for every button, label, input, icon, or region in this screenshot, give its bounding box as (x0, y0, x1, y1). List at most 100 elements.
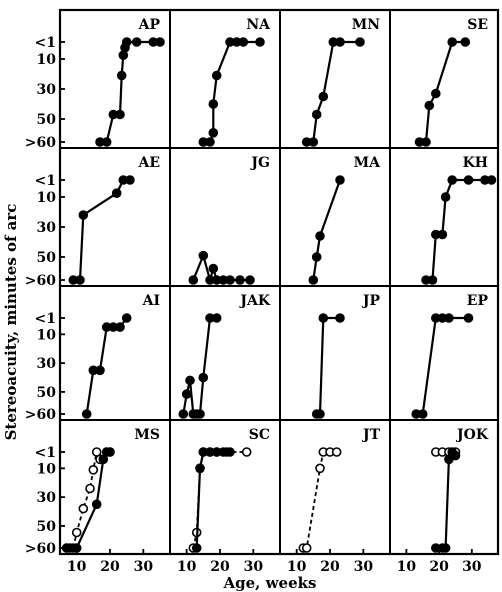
open-data-point (241, 447, 252, 457)
filled-data-point (121, 37, 132, 47)
filled-data-point (75, 275, 85, 285)
filled-data-point (447, 175, 458, 185)
x-tick-label: 30 (462, 559, 482, 575)
panel-mn: MN (301, 17, 380, 147)
filled-data-point (335, 175, 345, 185)
panel-label: JP (361, 293, 381, 309)
y-tick-label: >60 (25, 273, 56, 289)
filled-data-point (101, 137, 112, 147)
x-tick-label: 10 (177, 559, 197, 575)
panel-label: KH (463, 155, 488, 171)
y-tick-label: 30 (37, 490, 57, 506)
filled-data-point (311, 252, 322, 262)
filled-data-point (315, 231, 325, 241)
y-tick-label: 30 (37, 82, 57, 98)
panel-label: JG (249, 155, 270, 171)
open-data-point (71, 527, 82, 538)
y-tick-label: 10 (37, 52, 57, 68)
axis-ticks: <1103050>60<1103050>60<1103050>60<110305… (25, 35, 482, 575)
filled-data-point (486, 175, 497, 185)
filled-data-point (238, 37, 249, 47)
panel-label: MN (352, 17, 380, 33)
filled-data-point (208, 128, 219, 138)
x-tick-label: 20 (210, 559, 230, 575)
panel-ma: MA (308, 155, 381, 285)
filled-data-point (195, 409, 205, 419)
y-tick-label: >60 (25, 407, 56, 423)
filled-data-point (116, 70, 127, 81)
panel-label: JOK (455, 427, 489, 443)
x-axis-label: Age, weeks (223, 574, 317, 592)
panel-label: SC (249, 427, 270, 443)
filled-data-point (311, 109, 322, 120)
filled-data-point (115, 109, 125, 120)
filled-data-point (421, 137, 431, 147)
y-tick-label: >60 (25, 541, 56, 557)
solid-series-line (435, 450, 457, 550)
filled-data-point (208, 263, 219, 274)
x-tick-label: 30 (134, 559, 154, 575)
filled-data-point (430, 88, 441, 99)
filled-data-point (255, 37, 265, 47)
solid-series-line (306, 40, 360, 144)
x-tick-label: 30 (354, 559, 374, 575)
panel-jp: JP (311, 293, 381, 419)
solid-series-line (312, 179, 342, 281)
solid-series-line (203, 40, 260, 144)
filled-data-point (181, 389, 192, 399)
open-data-point (78, 503, 89, 514)
panel-label: AI (142, 293, 160, 309)
filled-data-point (95, 365, 105, 376)
filled-data-point (440, 543, 451, 553)
panel-jok: JOK (430, 427, 489, 553)
solid-series-line (73, 178, 130, 282)
filled-data-point (198, 250, 209, 261)
filled-data-point (318, 91, 329, 102)
filled-data-point (178, 409, 189, 419)
solid-series-line (316, 316, 340, 416)
filled-data-point (78, 210, 89, 220)
solid-series-line (419, 40, 466, 144)
filled-data-point (205, 137, 215, 147)
filled-data-point (335, 37, 345, 47)
filled-data-point (198, 372, 209, 383)
y-tick-label: <1 (35, 173, 56, 189)
solid-series-line (182, 316, 217, 416)
filled-data-point (131, 37, 142, 47)
panel-label: SE (467, 17, 488, 33)
x-tick-label: 20 (100, 559, 120, 575)
y-tick-label: <1 (35, 445, 56, 461)
panel-jg: JG (188, 155, 270, 285)
filled-data-point (335, 313, 345, 323)
y-axis-label: Stereoacuity, minutes of arc (2, 204, 20, 441)
x-tick-label: 20 (320, 559, 340, 575)
filled-data-point (355, 37, 365, 47)
filled-data-point (460, 37, 471, 47)
panel-series: AP NA MN SE AE JG MA KH AI JAK JP EP MS SC JT JOK (61, 17, 497, 553)
panel-ai: AI (81, 293, 160, 419)
filled-data-point (211, 313, 222, 323)
solid-series-line (100, 40, 160, 144)
filled-data-point (318, 313, 329, 323)
x-tick-label: 30 (244, 559, 264, 575)
panel-label: JAK (238, 293, 270, 309)
filled-data-point (437, 229, 448, 240)
filled-data-point (308, 137, 319, 147)
panel-sc: SC (188, 427, 270, 553)
y-tick-label: <1 (35, 35, 56, 51)
filled-data-point (308, 275, 319, 285)
y-tick-label: 30 (37, 356, 57, 372)
filled-data-point (463, 175, 474, 185)
filled-data-point (211, 70, 222, 81)
filled-data-point (121, 313, 132, 323)
filled-data-point (424, 100, 435, 111)
filled-data-point (245, 275, 255, 285)
panel-label: NA (246, 17, 271, 33)
panel-label: AP (138, 17, 161, 33)
filled-data-point (195, 463, 205, 474)
filled-data-point (105, 447, 115, 457)
filled-data-point (208, 99, 219, 109)
x-tick-label: 10 (287, 559, 307, 575)
open-data-point (88, 464, 99, 475)
